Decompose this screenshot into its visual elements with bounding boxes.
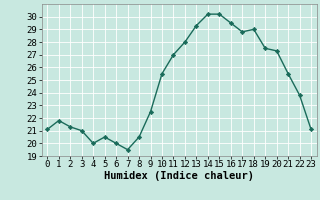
X-axis label: Humidex (Indice chaleur): Humidex (Indice chaleur) <box>104 171 254 181</box>
